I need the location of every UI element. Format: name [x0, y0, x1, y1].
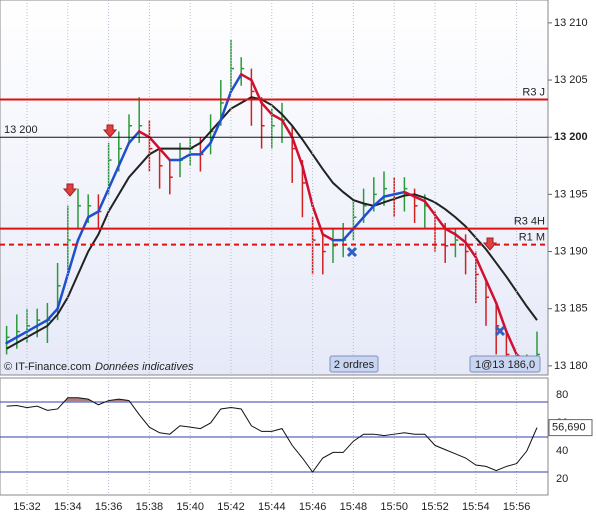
fast-ma-segment — [219, 90, 233, 122]
fast-ma-segment — [270, 113, 284, 122]
fast-ma-segment — [97, 187, 110, 213]
fast-ma-segment — [494, 301, 508, 333]
fast-ma-segment — [392, 190, 406, 196]
fast-ma-segment — [158, 147, 172, 162]
fast-ma-segment — [403, 190, 416, 198]
fast-ma-segment — [433, 213, 447, 230]
fast-ma-segment — [66, 238, 80, 276]
fast-ma-segment — [35, 318, 49, 328]
signal-arrow — [62, 183, 78, 197]
x-tick-label: 15:48 — [340, 501, 368, 513]
x-tick-label: 15:38 — [136, 501, 164, 513]
fast-ma-segment — [86, 210, 100, 219]
fast-ma-segment — [321, 233, 335, 242]
fast-ma-segment — [301, 164, 314, 208]
x-tick-label: 15:56 — [503, 501, 531, 513]
orders-badge — [329, 355, 379, 373]
fast-ma-segment — [25, 324, 39, 333]
y-tick-label: 13 185 — [554, 303, 588, 315]
fast-ma-segment — [15, 330, 29, 339]
rsi-last-box — [548, 419, 593, 437]
x-tick-label: 15:32 — [13, 501, 41, 513]
level-label: R3 4H — [514, 216, 545, 228]
orders-label: 2 ordres — [334, 359, 375, 371]
rsi-tick-label: 40 — [556, 445, 568, 457]
fast-ma-segment — [46, 307, 59, 322]
y-tick-label: 13 205 — [554, 74, 588, 86]
fast-ma-segment — [5, 336, 19, 345]
x-tick-label: 15:34 — [54, 501, 82, 513]
order-marker — [494, 325, 506, 337]
signal-arrow — [482, 237, 498, 251]
rsi-tick-label: 20 — [556, 473, 568, 485]
y-tick-label: 13 200 — [554, 131, 588, 143]
fast-ma-segment — [229, 73, 243, 93]
fast-ma-segment — [484, 278, 498, 305]
y-tick-label: 13 180 — [554, 360, 588, 372]
rsi-last-label: 56,690 — [552, 422, 586, 434]
x-tick-label: 15:46 — [299, 501, 327, 513]
fast-ma-segment — [209, 118, 223, 145]
copyright: © IT-Finance.com — [4, 361, 91, 373]
fast-ma-segment — [505, 330, 518, 356]
fast-ma-segment — [341, 227, 355, 242]
fast-ma-segment — [423, 199, 437, 217]
y-tick-label: 13 195 — [554, 188, 588, 200]
fast-ma-segment — [199, 141, 212, 156]
fast-ma-segment — [280, 118, 294, 139]
order-marker — [346, 246, 358, 258]
fast-ma-segment — [352, 215, 365, 230]
order-badge — [469, 355, 541, 373]
y-tick-label: 13 190 — [554, 245, 588, 257]
fast-ma-segment — [137, 130, 151, 139]
fast-ma-segment — [474, 255, 488, 282]
fast-ma-segment — [372, 195, 386, 208]
fast-ma-segment — [454, 233, 467, 244]
level-label: R1 M — [519, 232, 545, 244]
fast-ma-segment — [117, 141, 131, 168]
y-tick-label: 13 210 — [554, 17, 588, 29]
fast-ma-segment — [178, 153, 192, 162]
order-label: 1@13 186,0 — [475, 359, 535, 371]
fast-ma-segment — [239, 73, 253, 82]
fast-ma-segment — [464, 241, 478, 259]
x-tick-label: 15:52 — [421, 501, 449, 513]
rsi-tick-label: 80 — [556, 389, 568, 401]
fast-ma-segment — [107, 164, 121, 190]
disclaimer: Données indicatives — [95, 361, 194, 373]
price-plot — [5, 40, 540, 372]
x-tick-label: 15:44 — [258, 501, 286, 513]
rsi-line — [6, 397, 538, 473]
fast-ma-segment — [260, 101, 274, 116]
x-tick-label: 15:50 — [380, 501, 408, 513]
fast-ma-segment — [290, 135, 304, 168]
x-tick-label: 15:36 — [95, 501, 123, 513]
fast-ma-segment — [148, 135, 161, 150]
price-panel — [0, 0, 549, 376]
x-tick-label: 15:42 — [217, 501, 245, 513]
level-label: R3 J — [522, 86, 545, 98]
fast-ma-segment — [362, 204, 376, 219]
fast-ma-segment — [382, 193, 396, 198]
fast-ma-segment — [413, 195, 427, 203]
x-tick-label: 15:54 — [462, 501, 490, 513]
x-tick-label: 15:40 — [176, 501, 204, 513]
fast-ma-segment — [56, 273, 70, 310]
signal-arrow — [102, 124, 118, 138]
level-label: 13 200 — [4, 124, 38, 136]
